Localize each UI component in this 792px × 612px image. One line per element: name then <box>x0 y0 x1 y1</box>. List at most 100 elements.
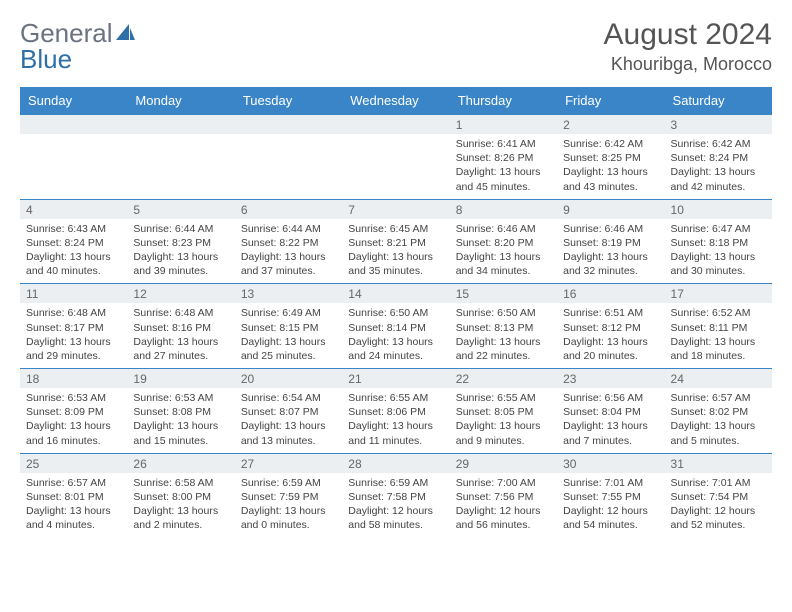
title-wrap: August 2024 Khouribga, Morocco <box>604 18 772 75</box>
sunrise-label: Sunrise: <box>348 477 389 489</box>
day-number: 20 <box>235 369 342 388</box>
sunrise-label: Sunrise: <box>671 392 712 404</box>
weekday-friday: Friday <box>557 87 664 115</box>
sunset-label: Sunset: <box>563 322 602 334</box>
day-body: Sunrise: 6:41 AMSunset: 8:26 PMDaylight:… <box>450 134 557 199</box>
sunrise-label: Sunrise: <box>456 392 497 404</box>
day-cell-4: 4Sunrise: 6:43 AMSunset: 8:24 PMDaylight… <box>20 199 127 284</box>
daylight-label: Daylight: <box>241 420 285 432</box>
day-number: 3 <box>665 115 772 134</box>
day-cell-10: 10Sunrise: 6:47 AMSunset: 8:18 PMDayligh… <box>665 199 772 284</box>
day-cell-22: 22Sunrise: 6:55 AMSunset: 8:05 PMDayligh… <box>450 369 557 454</box>
sunset-label: Sunset: <box>456 406 495 418</box>
daylight-label: Daylight: <box>563 166 607 178</box>
day-number: 30 <box>557 454 664 473</box>
day-number: 8 <box>450 200 557 219</box>
empty-cell <box>235 115 342 200</box>
day-body: Sunrise: 6:51 AMSunset: 8:12 PMDaylight:… <box>557 303 664 368</box>
sunrise-label: Sunrise: <box>671 477 712 489</box>
sunset-label: Sunset: <box>671 406 710 418</box>
day-cell-20: 20Sunrise: 6:54 AMSunset: 8:07 PMDayligh… <box>235 369 342 454</box>
day-cell-1: 1Sunrise: 6:41 AMSunset: 8:26 PMDaylight… <box>450 115 557 200</box>
daylight-label: Daylight: <box>348 420 392 432</box>
day-cell-7: 7Sunrise: 6:45 AMSunset: 8:21 PMDaylight… <box>342 199 449 284</box>
empty-daynum <box>342 115 449 134</box>
sunrise-label: Sunrise: <box>671 138 712 150</box>
daylight-label: Daylight: <box>26 336 70 348</box>
day-body: Sunrise: 6:48 AMSunset: 8:17 PMDaylight:… <box>20 303 127 368</box>
sunrise-label: Sunrise: <box>563 223 604 235</box>
day-number: 11 <box>20 284 127 303</box>
day-number: 7 <box>342 200 449 219</box>
month-title: August 2024 <box>604 18 772 52</box>
day-cell-17: 17Sunrise: 6:52 AMSunset: 8:11 PMDayligh… <box>665 284 772 369</box>
daylight-label: Daylight: <box>133 505 177 517</box>
day-cell-27: 27Sunrise: 6:59 AMSunset: 7:59 PMDayligh… <box>235 453 342 537</box>
daylight-label: Daylight: <box>456 420 500 432</box>
daylight-label: Daylight: <box>133 251 177 263</box>
day-body: Sunrise: 6:46 AMSunset: 8:20 PMDaylight:… <box>450 219 557 284</box>
day-body: Sunrise: 6:43 AMSunset: 8:24 PMDaylight:… <box>20 219 127 284</box>
sunrise-label: Sunrise: <box>133 392 174 404</box>
day-cell-16: 16Sunrise: 6:51 AMSunset: 8:12 PMDayligh… <box>557 284 664 369</box>
daylight-label: Daylight: <box>671 166 715 178</box>
day-cell-25: 25Sunrise: 6:57 AMSunset: 8:01 PMDayligh… <box>20 453 127 537</box>
day-body: Sunrise: 7:00 AMSunset: 7:56 PMDaylight:… <box>450 473 557 538</box>
day-cell-13: 13Sunrise: 6:49 AMSunset: 8:15 PMDayligh… <box>235 284 342 369</box>
sunrise-label: Sunrise: <box>26 223 67 235</box>
day-number: 14 <box>342 284 449 303</box>
day-body: Sunrise: 6:50 AMSunset: 8:14 PMDaylight:… <box>342 303 449 368</box>
day-number: 15 <box>450 284 557 303</box>
sunset-label: Sunset: <box>348 491 387 503</box>
weekday-sunday: Sunday <box>20 87 127 115</box>
day-number: 25 <box>20 454 127 473</box>
sunset-label: Sunset: <box>456 491 495 503</box>
daylight-label: Daylight: <box>26 420 70 432</box>
daylight-label: Daylight: <box>563 505 607 517</box>
sunrise-label: Sunrise: <box>563 307 604 319</box>
daylight-label: Daylight: <box>133 420 177 432</box>
sunrise-label: Sunrise: <box>133 477 174 489</box>
day-body: Sunrise: 6:42 AMSunset: 8:25 PMDaylight:… <box>557 134 664 199</box>
day-number: 23 <box>557 369 664 388</box>
day-cell-6: 6Sunrise: 6:44 AMSunset: 8:22 PMDaylight… <box>235 199 342 284</box>
daylight-label: Daylight: <box>241 505 285 517</box>
day-number: 13 <box>235 284 342 303</box>
day-body: Sunrise: 6:54 AMSunset: 8:07 PMDaylight:… <box>235 388 342 453</box>
sunrise-label: Sunrise: <box>671 223 712 235</box>
daylight-label: Daylight: <box>563 336 607 348</box>
brand-sail-icon <box>115 22 137 42</box>
day-body: Sunrise: 6:48 AMSunset: 8:16 PMDaylight:… <box>127 303 234 368</box>
day-body: Sunrise: 6:46 AMSunset: 8:19 PMDaylight:… <box>557 219 664 284</box>
day-number: 21 <box>342 369 449 388</box>
daylight-label: Daylight: <box>563 251 607 263</box>
day-cell-30: 30Sunrise: 7:01 AMSunset: 7:55 PMDayligh… <box>557 453 664 537</box>
daylight-label: Daylight: <box>671 336 715 348</box>
empty-cell <box>127 115 234 200</box>
day-body: Sunrise: 6:59 AMSunset: 7:58 PMDaylight:… <box>342 473 449 538</box>
day-number: 26 <box>127 454 234 473</box>
day-cell-29: 29Sunrise: 7:00 AMSunset: 7:56 PMDayligh… <box>450 453 557 537</box>
sunset-label: Sunset: <box>671 152 710 164</box>
sunrise-label: Sunrise: <box>133 223 174 235</box>
day-number: 1 <box>450 115 557 134</box>
sunset-label: Sunset: <box>671 237 710 249</box>
sunset-label: Sunset: <box>348 237 387 249</box>
day-number: 4 <box>20 200 127 219</box>
sunset-label: Sunset: <box>26 322 65 334</box>
weekday-header-row: SundayMondayTuesdayWednesdayThursdayFrid… <box>20 87 772 115</box>
day-number: 22 <box>450 369 557 388</box>
day-cell-19: 19Sunrise: 6:53 AMSunset: 8:08 PMDayligh… <box>127 369 234 454</box>
day-body: Sunrise: 6:45 AMSunset: 8:21 PMDaylight:… <box>342 219 449 284</box>
sunrise-label: Sunrise: <box>241 223 282 235</box>
sunset-label: Sunset: <box>133 491 172 503</box>
daylight-label: Daylight: <box>348 251 392 263</box>
day-cell-23: 23Sunrise: 6:56 AMSunset: 8:04 PMDayligh… <box>557 369 664 454</box>
sunset-label: Sunset: <box>26 237 65 249</box>
sunrise-label: Sunrise: <box>241 477 282 489</box>
empty-daynum <box>20 115 127 134</box>
day-number: 28 <box>342 454 449 473</box>
week-row: 11Sunrise: 6:48 AMSunset: 8:17 PMDayligh… <box>20 284 772 369</box>
daylight-label: Daylight: <box>456 505 500 517</box>
day-cell-3: 3Sunrise: 6:42 AMSunset: 8:24 PMDaylight… <box>665 115 772 200</box>
